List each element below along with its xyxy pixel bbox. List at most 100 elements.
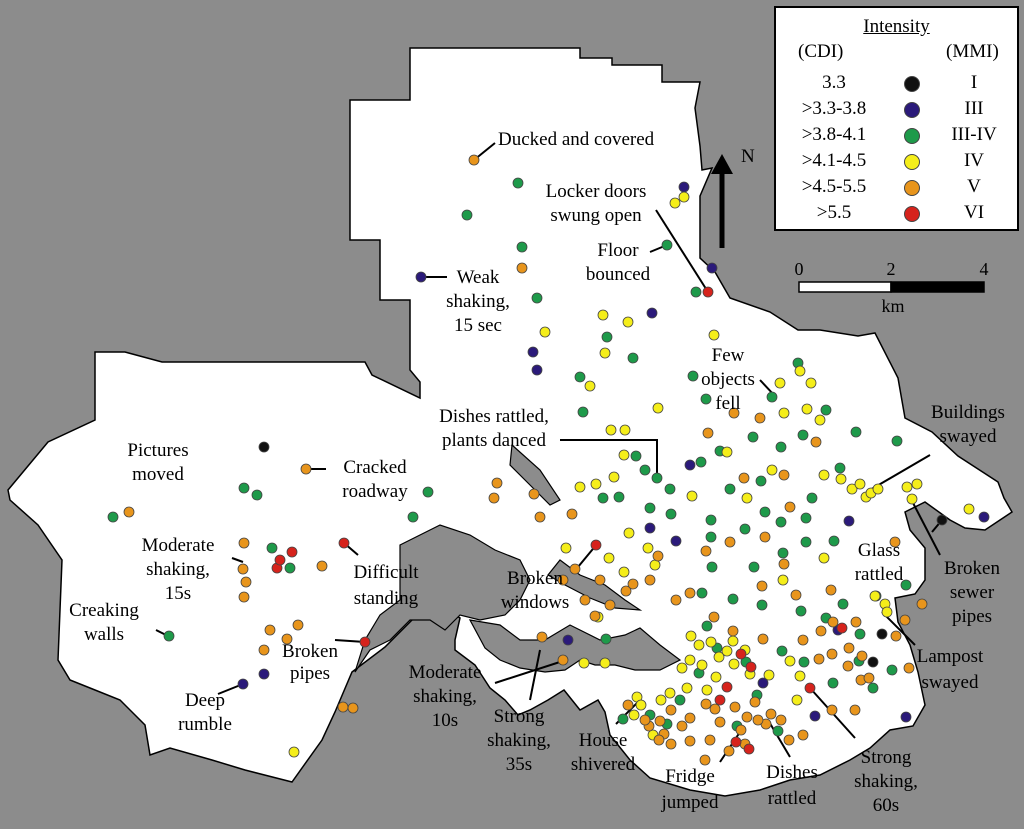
intensity-dot: [539, 326, 551, 338]
intensity-dot: [826, 648, 838, 660]
intensity-dots: [107, 154, 990, 766]
intensity-dot: [613, 491, 625, 503]
intensity-dot: [491, 477, 503, 489]
intensity-dot: [347, 702, 359, 714]
intensity-dot: [527, 346, 539, 358]
intensity-dot: [665, 704, 677, 716]
intensity-dot: [422, 486, 434, 498]
intensity-dot: [791, 694, 803, 706]
intensity-dot: [599, 347, 611, 359]
intensity-dot: [286, 546, 298, 558]
intensity-dot: [603, 552, 615, 564]
intensity-dot: [714, 694, 726, 706]
intensity-dot: [240, 576, 252, 588]
intensity-dot: [560, 542, 572, 554]
intensity-dot: [684, 459, 696, 471]
intensity-dot: [804, 682, 816, 694]
intensity-dot: [665, 738, 677, 750]
annotation-dishes2: Dishes rattled: [766, 762, 818, 809]
intensity-dot: [266, 542, 278, 554]
scale-unit: km: [881, 296, 904, 316]
intensity-dot: [978, 511, 990, 523]
scale-bar: 0 2 4 km: [795, 259, 989, 316]
north-arrow: N: [711, 146, 755, 248]
intensity-dot: [748, 561, 760, 573]
intensity-dot: [693, 639, 705, 651]
intensity-dot: [686, 490, 698, 502]
intensity-dot: [590, 539, 602, 551]
intensity-dot: [766, 464, 778, 476]
intensity-dot: [797, 729, 809, 741]
intensity-dot: [604, 599, 616, 611]
intensity-dot: [557, 574, 569, 586]
intensity-dot: [850, 616, 862, 628]
intensity-dot: [741, 711, 753, 723]
annotation-modshake10: Moderate shaking, 10s: [409, 662, 482, 731]
intensity-dot: [696, 659, 708, 671]
intensity-dot: [735, 724, 747, 736]
intensity-dot: [700, 698, 712, 710]
intensity-dot: [886, 664, 898, 676]
intensity-dot: [622, 316, 634, 328]
legend-row: >4.1-4.5 IV: [776, 150, 1017, 175]
intensity-dot: [407, 511, 419, 523]
annotation-pictures: Pictures moved: [127, 440, 188, 485]
intensity-dot: [766, 391, 778, 403]
intensity-dot: [876, 628, 888, 640]
annotation-strong60: Strong shaking, 60s: [854, 747, 918, 816]
intensity-dot: [936, 514, 948, 526]
intensity-legend: Intensity (CDI) (MMI) 3.3 I >3.3-3.8 III…: [774, 6, 1019, 231]
annotation-locker: Locker doors swung open: [546, 181, 647, 226]
annotation-dishes1: Dishes rattled, plants danced: [439, 406, 549, 451]
intensity-dot: [557, 654, 569, 666]
intensity-dot: [867, 656, 879, 668]
intensity-dot: [794, 365, 806, 377]
legend-title: Intensity: [863, 16, 930, 37]
intensity-dot: [728, 407, 740, 419]
intensity-dot: [790, 589, 802, 601]
intensity-dot: [899, 614, 911, 626]
intensity-dot: [696, 587, 708, 599]
intensity-dot: [258, 668, 270, 680]
annotation-fewobj: Few objects fell: [701, 345, 755, 414]
intensity-dot: [600, 633, 612, 645]
intensity-dot: [258, 441, 270, 453]
intensity-dot: [237, 678, 249, 690]
intensity-dot: [628, 709, 640, 721]
intensity-dot: [813, 653, 825, 665]
intensity-dot: [850, 426, 862, 438]
intensity-dot: [834, 462, 846, 474]
intensity-dot: [516, 241, 528, 253]
intensity-dot: [651, 472, 663, 484]
intensity-dot: [745, 661, 757, 673]
intensity-dot: [678, 181, 690, 193]
intensity-dot: [714, 716, 726, 728]
intensity-dot: [777, 547, 789, 559]
intensity-dot: [653, 734, 665, 746]
intensity-dot: [237, 563, 249, 575]
intensity-dot: [644, 502, 656, 514]
legend-row: >3.3-3.8 III: [776, 98, 1017, 123]
intensity-dot: [749, 696, 761, 708]
intensity-dot: [669, 197, 681, 209]
intensity-dot: [687, 370, 699, 382]
intensity-dot: [627, 352, 639, 364]
intensity-dot: [701, 684, 713, 696]
intensity-dot: [704, 734, 716, 746]
intensity-dot: [685, 630, 697, 642]
legend-cdi: >4.5-5.5: [801, 176, 867, 197]
intensity-dot: [695, 456, 707, 468]
intensity-dot: [646, 307, 658, 319]
intensity-dot: [705, 514, 717, 526]
intensity-dot: [684, 712, 696, 724]
legend-swatch: [904, 76, 920, 92]
intensity-dot: [721, 645, 733, 657]
annotation-difficult: Difficult standing: [353, 562, 419, 609]
intensity-dot: [739, 523, 751, 535]
intensity-dot: [670, 535, 682, 547]
intensity-dot: [891, 435, 903, 447]
legend-mmi-header: (MMI): [946, 41, 999, 62]
intensity-dot: [835, 473, 847, 485]
intensity-dot: [728, 658, 740, 670]
intensity-dot: [597, 492, 609, 504]
